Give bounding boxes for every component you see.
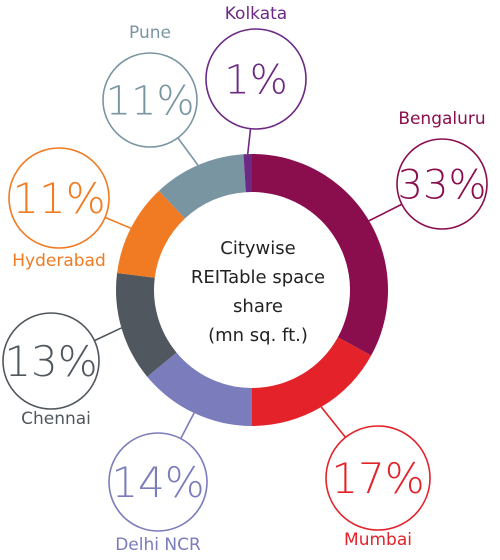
chart-callouts: 33% Bengaluru 17% Mumbai 14% Delhi NCR 13% Chen…: [2, 4, 488, 555]
connector-chennai: [94, 327, 122, 342]
connector-bengaluru: [368, 203, 403, 222]
value-label-mumbai: 17%: [331, 454, 424, 503]
category-label-hyderabad: Hyderabad: [12, 251, 106, 271]
chart-connectors: [94, 128, 403, 439]
value-label-hyderabad: 11%: [12, 174, 105, 223]
slice-pune: [158, 154, 246, 219]
connector-hyderabad: [104, 216, 132, 229]
slice-kolkata: [243, 154, 252, 193]
connector-mumbai: [320, 406, 347, 438]
value-label-delhi-ncr: 14%: [111, 458, 204, 507]
value-label-pune: 11%: [106, 78, 195, 124]
category-label-mumbai: Mumbai: [344, 530, 412, 550]
category-label-delhi-ncr: Delhi NCR: [115, 535, 201, 555]
callout-circle-kolkata: [205, 28, 307, 130]
category-label-bengaluru: Bengaluru: [398, 109, 485, 129]
slice-mumbai: [252, 337, 372, 426]
value-label-kolkata: 1%: [224, 57, 287, 103]
connector-pune: [177, 137, 199, 166]
callout-circle-chennai: [2, 312, 100, 410]
chart-title-line-1: Citywise: [220, 238, 295, 259]
slice-hyderabad: [117, 190, 185, 278]
connector-delhi-ncr: [180, 412, 195, 439]
callout-circle-bengaluru: [396, 138, 488, 230]
category-label-chennai: Chennai: [21, 409, 91, 429]
callout-circle-delhi-ncr: [108, 432, 208, 532]
connector-kolkata: [246, 128, 252, 155]
value-label-chennai: 13%: [4, 337, 97, 386]
callout-circle-mumbai: [325, 425, 431, 531]
chart-title-line-2: REITable space: [191, 267, 325, 288]
value-label-bengaluru: 33%: [398, 162, 487, 208]
slice-chennai: [116, 272, 177, 377]
chart-title-line-3: share: [233, 296, 283, 317]
slice-bengaluru: [252, 154, 389, 356]
category-label-pune: Pune: [129, 23, 171, 43]
category-label-kolkata: Kolkata: [225, 4, 287, 24]
chart-slices: [116, 154, 389, 427]
callout-circle-pune: [102, 52, 198, 148]
slice-delhi-ncr: [147, 352, 252, 427]
callout-circle-hyderabad: [8, 147, 110, 249]
chart-title-line-4: (mn sq. ft.): [208, 325, 308, 346]
